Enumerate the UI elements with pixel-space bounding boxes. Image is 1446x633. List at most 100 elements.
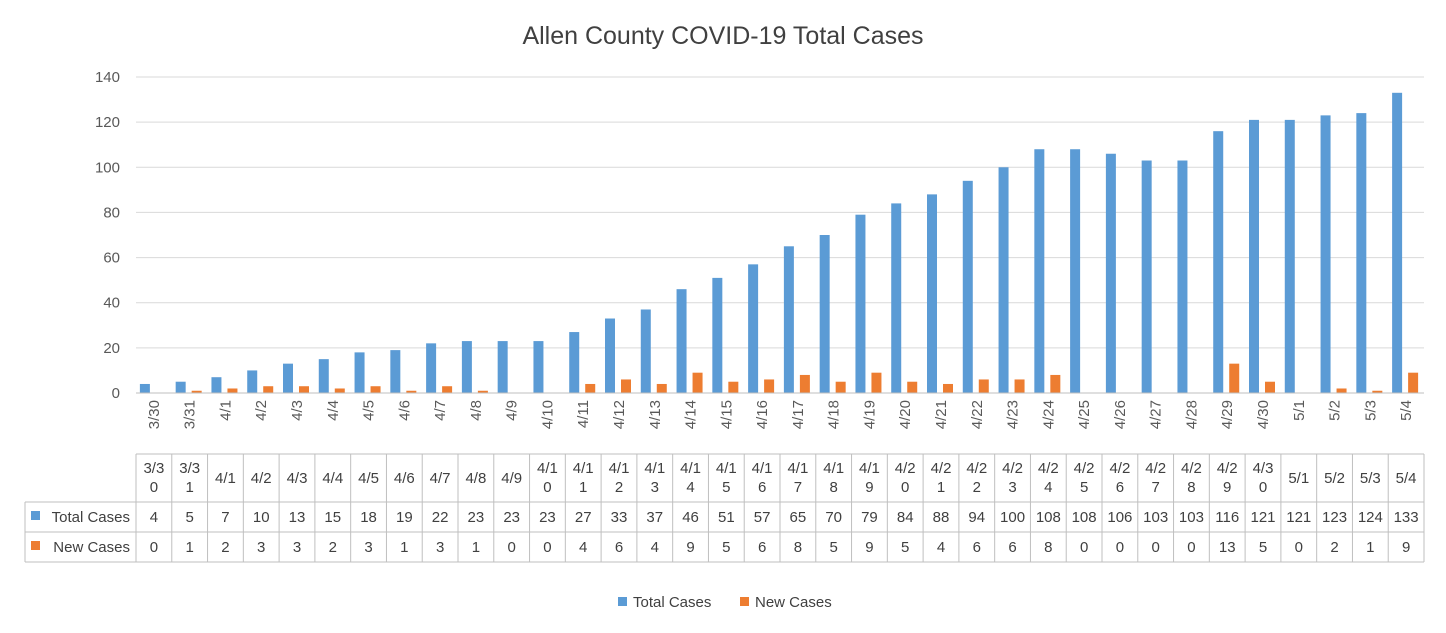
- table-header-line: 0: [901, 479, 909, 496]
- bar-total-cases: [1320, 115, 1331, 393]
- legend: Total Cases New Cases: [618, 594, 832, 611]
- table-header-cell: 4/6: [394, 470, 415, 487]
- table-header-line: 4/1: [573, 460, 594, 477]
- table-value-cell: 37: [646, 509, 663, 526]
- x-tick-label: 5/2: [1327, 400, 1344, 421]
- table-value-cell: 65: [790, 509, 807, 526]
- table-header-line: 0: [1259, 479, 1267, 496]
- y-tick-label: 20: [103, 340, 120, 357]
- table-value-cell: 70: [825, 509, 842, 526]
- bar-total-cases: [175, 381, 186, 393]
- x-tick-label: 4/16: [754, 400, 771, 429]
- table-header-line: 9: [865, 479, 873, 496]
- table-header-cell: 4/1 2: [609, 460, 630, 496]
- table-header-line: 4/2: [1002, 460, 1023, 477]
- chart-title: Allen County COVID-19 Total Cases: [522, 22, 923, 50]
- table-header-line: 4/1: [823, 460, 844, 477]
- table-value-cell: 4: [937, 539, 945, 556]
- table-header-cell: 4/4: [322, 470, 343, 487]
- bar-new-cases: [871, 372, 882, 393]
- table-header-cell: 4/2 0: [895, 460, 916, 496]
- table-value-cell: 103: [1179, 509, 1204, 526]
- table-value-cell: 5: [901, 539, 909, 556]
- table-value-cell: 94: [968, 509, 985, 526]
- table-header-cell: 4/1 7: [787, 460, 808, 496]
- bar-total-cases: [1034, 149, 1045, 393]
- table-value-cell: 9: [686, 539, 694, 556]
- x-tick-label: 4/23: [1005, 400, 1022, 429]
- table-header-cell: 4/1 5: [716, 460, 737, 496]
- table-header-cell: 4/2 5: [1074, 460, 1095, 496]
- table-header-cell: 4/2: [251, 470, 272, 487]
- legend-label: New Cases: [755, 594, 832, 611]
- table-header-line: 6: [758, 479, 766, 496]
- bar-total-cases: [390, 350, 401, 393]
- bar-new-cases: [263, 386, 274, 393]
- table-header-line: 3: [651, 479, 659, 496]
- bar-total-cases: [1356, 113, 1367, 393]
- table-value-cell: 33: [611, 509, 628, 526]
- table-value-cell: 23: [503, 509, 520, 526]
- bar-new-cases: [764, 379, 775, 393]
- table-header-line: 2: [615, 479, 623, 496]
- table-header-cell: 4/9: [501, 470, 522, 487]
- x-tick-label: 4/18: [826, 400, 843, 429]
- bar-total-cases: [139, 383, 150, 393]
- bar-total-cases: [819, 235, 830, 393]
- bar-total-cases: [748, 264, 759, 393]
- table-value-cell: 46: [682, 509, 699, 526]
- table-value-cell: 6: [1008, 539, 1016, 556]
- bar-new-cases: [442, 386, 453, 393]
- table-value-cell: 4: [651, 539, 659, 556]
- x-tick-label: 4/17: [790, 400, 807, 429]
- table-header-line: 3: [1008, 479, 1016, 496]
- y-tick-label: 140: [95, 69, 120, 86]
- bar-total-cases: [998, 167, 1009, 393]
- table-header-cell: 3/3 0: [143, 460, 164, 496]
- x-tick-label: 4/2: [253, 400, 270, 421]
- bar-new-cases: [477, 390, 488, 393]
- x-tick-label: 4/26: [1112, 400, 1129, 429]
- bar-new-cases: [370, 386, 381, 393]
- y-tick-label: 60: [103, 250, 120, 267]
- table-header-line: 7: [794, 479, 802, 496]
- table-value-cell: 0: [1080, 539, 1088, 556]
- table-value-cell: 23: [539, 509, 556, 526]
- bar-total-cases: [1177, 160, 1188, 393]
- bar-total-cases: [927, 194, 937, 393]
- table-header-cell: 4/8: [465, 470, 486, 487]
- table-value-cell: 124: [1358, 509, 1383, 526]
- bar-new-cases: [191, 390, 202, 393]
- table-header-line: 8: [1187, 479, 1195, 496]
- table-value-cell: 2: [221, 539, 229, 556]
- x-tick-label: 4/19: [861, 400, 878, 429]
- table-value-cell: 13: [289, 509, 306, 526]
- table-header-line: 6: [1116, 479, 1124, 496]
- x-tick-label: 4/10: [539, 400, 556, 429]
- table-header-line: 4/1: [752, 460, 773, 477]
- bar-new-cases: [334, 388, 345, 393]
- bar-new-cases: [1229, 363, 1240, 393]
- table-header-line: 5: [722, 479, 730, 496]
- table-header-line: 4/2: [1038, 460, 1059, 477]
- x-tick-label: 4/15: [718, 400, 735, 429]
- table-value-cell: 88: [933, 509, 950, 526]
- bar-new-cases: [1050, 374, 1061, 393]
- x-tick-label: 4/5: [361, 400, 378, 421]
- table-row-label: New Cases: [53, 539, 130, 556]
- table-header-line: 1: [579, 479, 587, 496]
- table-header-line: 4/1: [609, 460, 630, 477]
- table-value-cell: 79: [861, 509, 878, 526]
- bar-new-cases: [692, 372, 703, 393]
- table-header-cell: 4/7: [430, 470, 451, 487]
- table-header-cell: 4/2 2: [966, 460, 987, 496]
- y-tick-label: 100: [95, 159, 120, 176]
- table-header-cell: 4/3: [287, 470, 308, 487]
- table-header-cell: 4/1 8: [823, 460, 844, 496]
- table-header-line: 4/3: [1253, 460, 1274, 477]
- table-header-cell: 4/1 6: [752, 460, 773, 496]
- table-value-cell: 121: [1286, 509, 1311, 526]
- table-header-line: 1: [185, 479, 193, 496]
- table-value-cell: 2: [1330, 539, 1338, 556]
